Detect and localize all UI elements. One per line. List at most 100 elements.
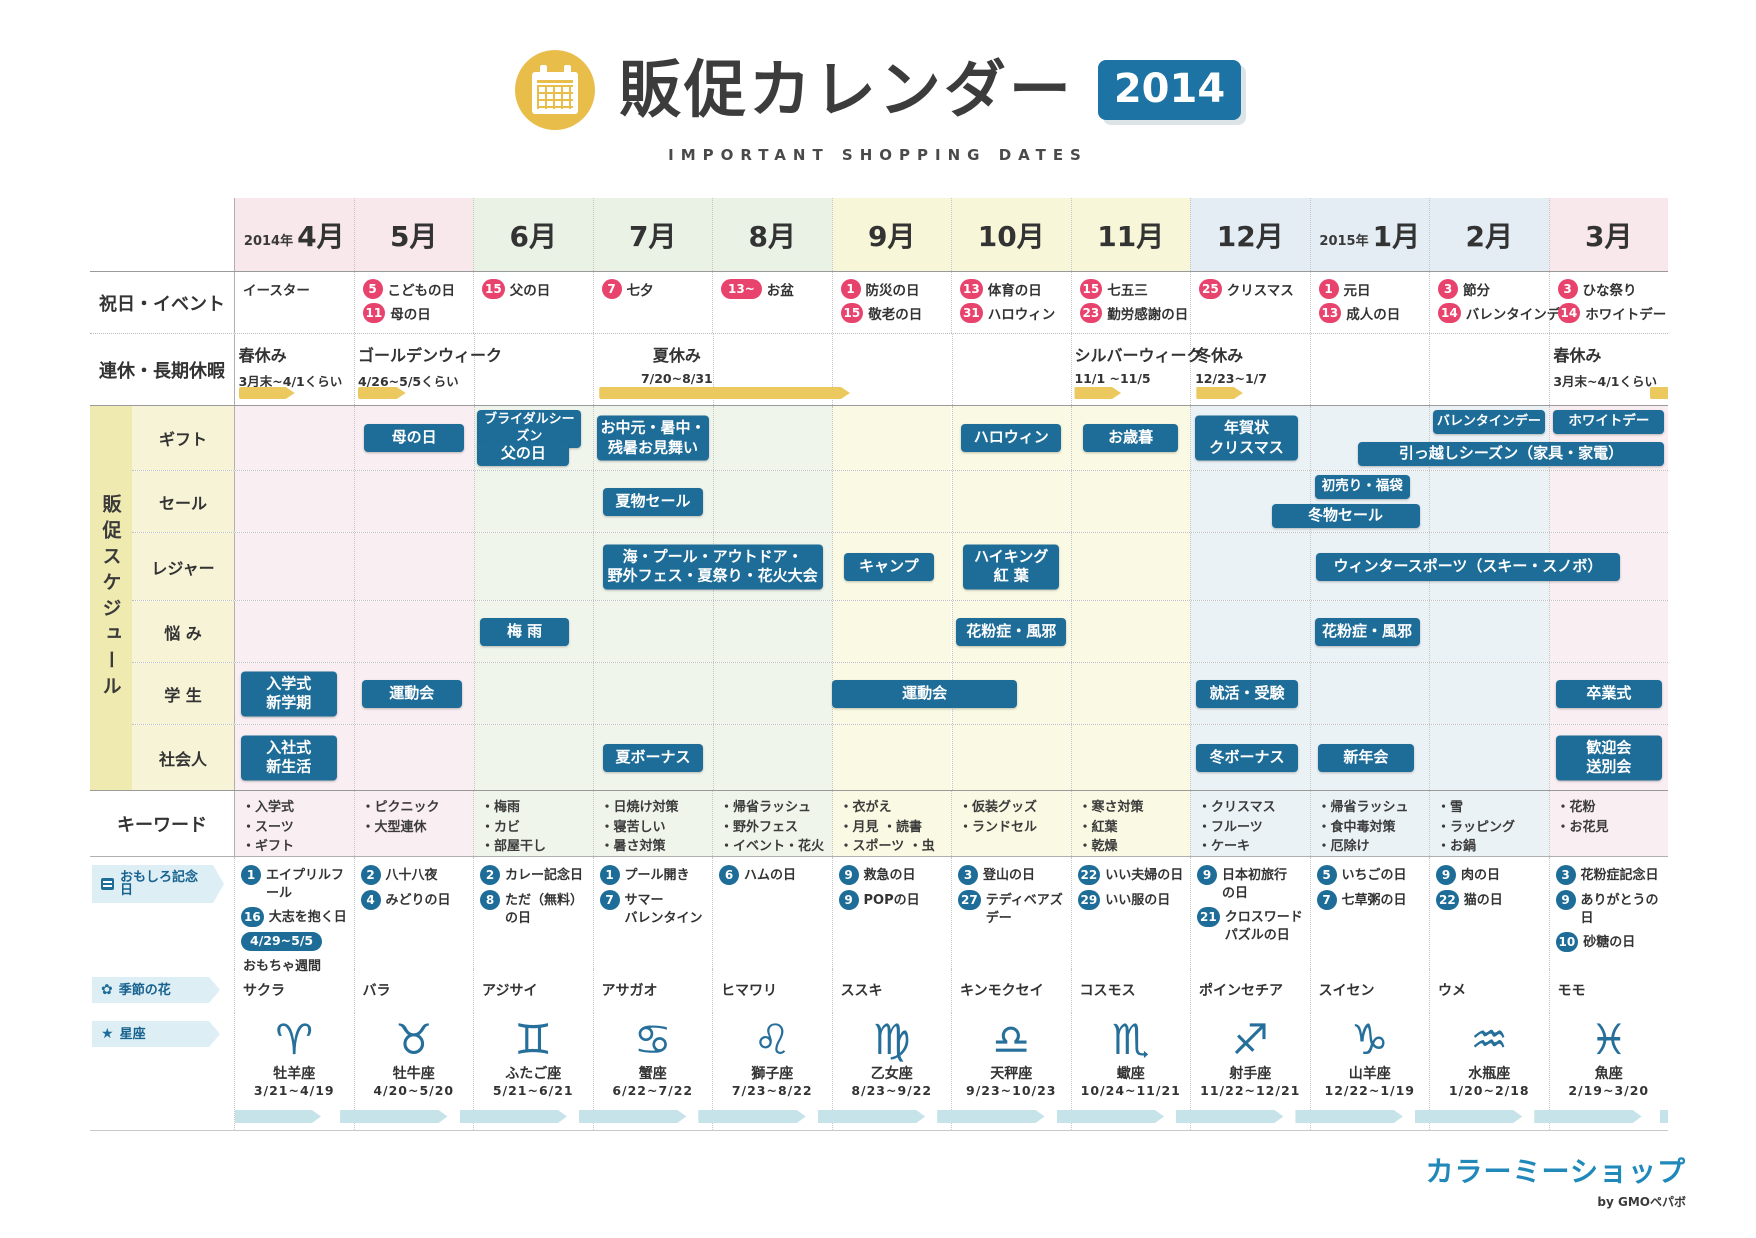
zodiac-cell: ♏ 蠍座 10/24~11/21 — [1070, 1013, 1191, 1130]
zodiac-name: 蟹座 — [638, 1066, 667, 1083]
holiday-item: 7 七夕 — [601, 279, 711, 299]
anniversary-name: 砂糖の日 — [1583, 935, 1636, 951]
column-tint — [354, 471, 474, 532]
anniversary-item: 16 大志を抱く日 — [241, 907, 352, 928]
vacation-item: 夏休み 7/20~8/31 — [557, 342, 796, 386]
keyword-item: お花見 — [1557, 818, 1667, 838]
flower-cell: ポインセチア — [1190, 969, 1310, 1013]
zodiac-dates: 3/21~4/19 — [253, 1083, 335, 1099]
flowers-row: ✿ 季節の花 サクラ バラ アジサイ アサガオ ヒマワリ ススキ キンモクセイ コスモス ポイン… — [90, 969, 1668, 1013]
month-cell: 2月 — [1429, 198, 1549, 271]
anniversary-day-badge: 16 — [241, 907, 264, 928]
schedule-box: ハイキング 紅 葉 — [963, 544, 1059, 589]
holiday-day-badge: 15 — [1079, 279, 1103, 299]
vacation-name: 冬休み — [1195, 346, 1244, 365]
year-badge: 2014 — [1097, 60, 1242, 120]
anniversary-cell: 3 花粉症記念日 9 ありがとうの日 10 砂糖の日 — [1548, 857, 1669, 969]
holiday-day-badge: 23 — [1079, 303, 1103, 323]
column-tint — [235, 471, 355, 532]
schedule-category-label: 学 生 — [132, 663, 234, 724]
month-cells: 2014年 4月 5月 6月 7月 8月 9月 10月 11月 12月 2015年 1月 2月 3月 — [234, 198, 1668, 271]
flower-name: キンモクセイ — [960, 983, 1044, 999]
zodiac-cell: ♋ 蟹座 6/22~7/22 — [592, 1013, 713, 1130]
holiday-item: 1 元日 — [1318, 279, 1428, 299]
column-tint — [473, 533, 594, 600]
holiday-item: 11 母の日 — [362, 303, 472, 323]
schedule-box: お歳暮 — [1082, 424, 1179, 452]
anniversary-item: 22 いい夫婦の日 — [1077, 865, 1189, 885]
anniversary-item: 21 クロスワード パズルの日 — [1197, 907, 1308, 944]
schedule-rows: ギフト 母の日 ブライダルシーズン 父の日 お中元・暑中・ 残暑お見舞い ハロウィン お歳暮… — [132, 406, 1668, 790]
anniversaries-row: おもしろ記念日 1 エイプリルフール 16 大志を抱く日 4/29~5/5 おもちゃ週間 2… — [90, 857, 1669, 974]
schedule-canvas: 夏物セール 初売り・福袋 冬物セール — [234, 471, 1668, 532]
schedule-section: 販促スケジュール ギフト 母の日 ブライダルシーズン 父の日 お中元・暑中・ 残暑お見舞… — [90, 406, 1668, 791]
column-tint — [1429, 725, 1549, 790]
schedule-box: お中元・暑中・ 残暑お見舞い — [596, 415, 710, 461]
zodiac-arrow — [340, 1110, 447, 1123]
calendar-icon-sheet — [531, 65, 578, 114]
keyword-item: 寝苦しい — [601, 818, 711, 838]
holiday-cell: 3 節分 14 バレンタインデー — [1429, 272, 1574, 333]
month-label: 5月 — [390, 219, 438, 253]
zodiac-name: 獅子座 — [751, 1066, 794, 1083]
zodiac-row: ★ 星座 ♈ 牡羊座 3/21~4/19 ♉ 牡牛座 4/20~5/20 ♊ ふたご座 5/21… — [90, 1013, 1668, 1131]
zodiac-arrow — [1415, 1110, 1522, 1123]
calendar-table: 2014年 4月 5月 6月 7月 8月 9月 10月 11月 12月 2015年 1月 2月 3月 祝日… — [90, 198, 1668, 1131]
vacation-arrow — [1074, 387, 1121, 399]
keyword-cells: 入学式スーツギフトピクニック大型連休梅雨カビ部屋干し日焼け対策寝苦しい暑さ対策帰… — [234, 791, 1668, 856]
holiday-cell: 13~ お盆 — [712, 272, 832, 333]
zodiac-arrow — [818, 1110, 925, 1123]
anniversary-cell: 9 救急の日 9 POPの日 — [831, 857, 952, 969]
zodiac-icon: ♐ — [1231, 1015, 1270, 1064]
column-tint — [712, 725, 833, 790]
column-tint — [1429, 471, 1549, 532]
keyword-item: カビ — [481, 818, 591, 838]
schedule-row: 悩 み 梅 雨 花粉症・風邪 花粉症・風邪 — [132, 600, 1668, 662]
anniversary-name: みどりの日 — [385, 893, 451, 908]
schedule-category-label: 社会人 — [132, 725, 234, 790]
column-tint — [712, 471, 833, 532]
column-tint — [1070, 725, 1191, 790]
calendar-icon-topline — [536, 80, 573, 83]
schedule-box: バレンタインデー — [1432, 410, 1545, 434]
flower-name: アサガオ — [601, 983, 658, 999]
anniversary-day-badge: 4 — [360, 890, 381, 910]
vacation-dates: 12/23~1/7 — [1195, 371, 1267, 386]
zodiac-icon: ♍ — [872, 1015, 911, 1064]
vacation-arrow — [599, 387, 850, 399]
anniversary-day-badge: 22 — [1436, 890, 1459, 910]
column-tint — [1190, 533, 1310, 600]
zodiac-name: ふたご座 — [505, 1066, 562, 1083]
zodiac-icon: ♉ — [394, 1015, 433, 1064]
anniversary-name: 登山の日 — [983, 868, 1036, 883]
schedule-row: ギフト 母の日 ブライダルシーズン 父の日 お中元・暑中・ 残暑お見舞い ハロウィン お歳暮… — [132, 406, 1668, 470]
column-tint — [235, 533, 355, 600]
keyword-item: 野外フェス — [720, 818, 830, 838]
zodiac-name: 射手座 — [1229, 1066, 1272, 1083]
month-cell: 2014年 4月 — [235, 198, 354, 271]
keyword-cell: 仮装グッズランドセル — [951, 791, 1071, 856]
holiday-name: 節分 — [1463, 283, 1490, 299]
month-label: 10月 — [977, 219, 1045, 253]
anniversary-day-badge: 10 — [1555, 932, 1579, 953]
month-label: 3月 — [1585, 219, 1633, 253]
holiday-name: 体育の日 — [987, 283, 1042, 299]
zodiac-cell: ♌ 獅子座 7/23~8/22 — [712, 1013, 832, 1130]
anniversary-name: 花粉症記念日 — [1580, 868, 1659, 883]
keyword-item: ギフト — [242, 837, 352, 857]
anniversary-day-badge: 1 — [241, 865, 261, 885]
zodiac-dates: 4/20~5/20 — [373, 1083, 455, 1099]
anniversary-name: 猫の日 — [1463, 893, 1503, 908]
keyword-item: ラッピング — [1437, 818, 1547, 838]
holiday-item: 14 ホワイトデー — [1557, 303, 1666, 323]
vacation-name: 夏休み — [652, 346, 701, 365]
keyword-item: ランドセル — [959, 818, 1069, 838]
anniversary-day-badge: 29 — [1077, 890, 1101, 910]
schedule-box: 冬ボーナス — [1196, 743, 1298, 772]
schedule-category-label: ギフト — [132, 406, 234, 470]
holiday-cell: 7 七夕 — [592, 272, 713, 333]
keyword-item: 花粉 — [1557, 798, 1667, 818]
month-label: 12月 — [1216, 219, 1284, 253]
keyword-cell: 入学式スーツギフト — [235, 791, 354, 856]
anniversary-cell: 3 登山の日 27 テディベアズ デー — [951, 857, 1071, 969]
